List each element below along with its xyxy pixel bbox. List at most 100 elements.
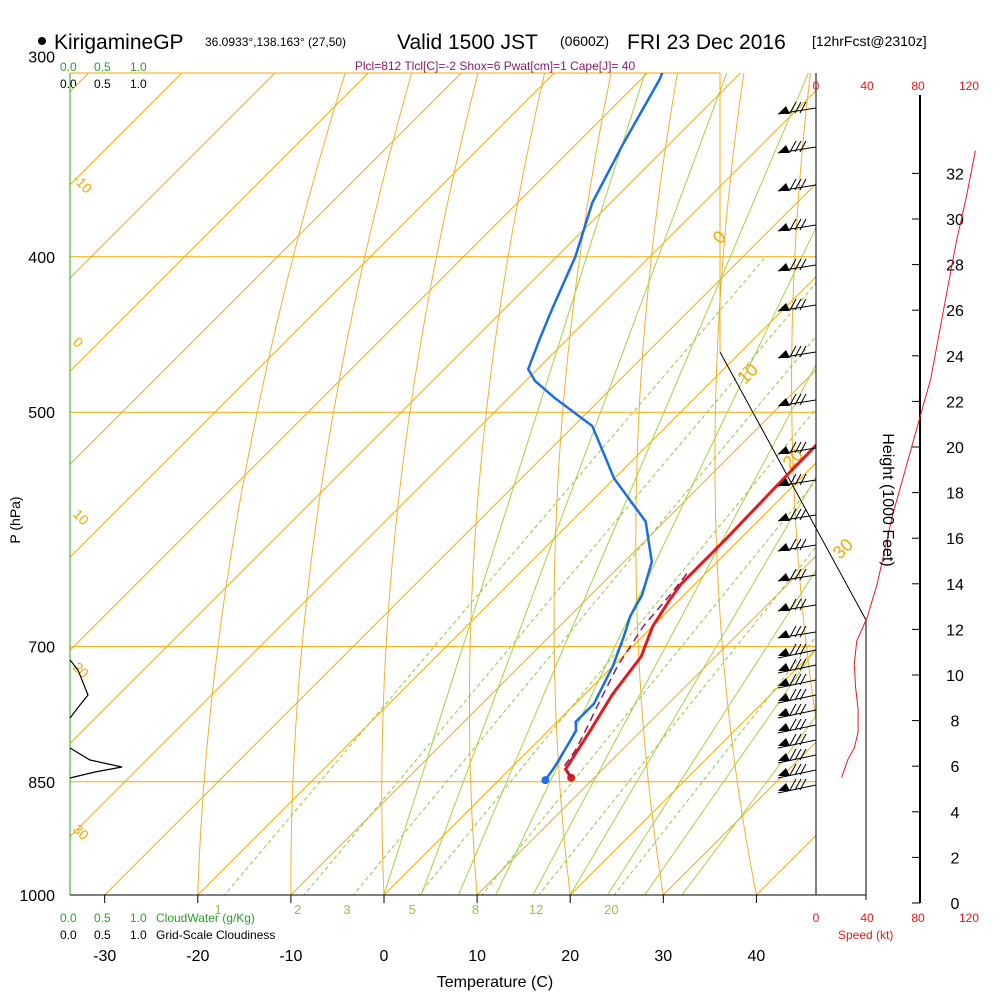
barb-feather	[794, 508, 802, 521]
mixing-ratio-label: 1	[215, 902, 222, 917]
isotherm-label: 0	[709, 227, 730, 248]
height-tick-label: 26	[946, 303, 964, 320]
barb-flag	[778, 350, 790, 358]
barb-feather	[789, 778, 797, 791]
stability-indices: Plcl=812 Tlcl[C]=-2 Shox=6 Pwat[cm]=1 Ca…	[355, 59, 636, 73]
wind-barb	[777, 345, 817, 359]
isotherm-line	[104, 182, 816, 895]
wind-barb	[777, 568, 817, 582]
barb-feather	[799, 673, 807, 686]
barb-flag	[778, 783, 790, 791]
isotherm-line	[70, 73, 90, 93]
barb-feather	[794, 703, 802, 716]
wind-barb	[777, 778, 817, 794]
height-tick-label: 14	[946, 577, 964, 594]
cloud-tick: 0.0	[60, 928, 77, 942]
y-tick-label: 850	[28, 775, 55, 792]
moist-adiabat	[644, 648, 816, 895]
barb-feather	[789, 538, 797, 551]
barb-feather	[799, 778, 807, 791]
barb-feather	[799, 218, 807, 231]
barb-feather	[794, 598, 802, 611]
barb-shaft	[777, 694, 817, 704]
isotherm-label: 10	[70, 506, 92, 528]
wind-barb	[777, 538, 817, 552]
height-tick-label: 4	[951, 805, 960, 822]
wind-barb	[777, 703, 817, 719]
wind-barb	[777, 688, 817, 704]
cloud-tick: 1.0	[130, 928, 147, 942]
mixing-ratio-line	[613, 636, 816, 895]
cloudwater-scale-bottom: 0.0 0.5 1.0 CloudWater (g/Kg) 0.0 0.5 1.…	[60, 911, 275, 942]
barb-flag	[778, 738, 790, 746]
barb-feather	[794, 625, 802, 638]
wind-barb	[777, 473, 817, 487]
isotherm-line	[70, 73, 276, 279]
barb-flag	[778, 106, 790, 114]
cloud-tick: 0.5	[94, 77, 111, 91]
height-tick-label: 0	[951, 896, 960, 913]
isotherm-line	[383, 462, 816, 895]
wind-barb	[777, 178, 817, 192]
height-tick-label: 28	[946, 258, 964, 275]
cloudwater-label: CloudWater (g/Kg)	[156, 911, 255, 925]
x-tick-label: -20	[186, 948, 209, 965]
barb-feather	[799, 298, 807, 311]
y-axis-title: P (hPa)	[7, 496, 23, 543]
mixing-ratio-line	[481, 479, 816, 895]
x-tick-label: -10	[279, 948, 302, 965]
wind-barb	[777, 140, 817, 154]
wind-barb	[777, 625, 817, 639]
y-tick-label: 500	[28, 405, 55, 422]
wind-barb	[777, 748, 817, 764]
dry-adiabat	[635, 73, 679, 895]
axes: -30-20-100102030402503004005007008501000	[19, 49, 867, 965]
cloudiness-line	[69, 659, 89, 719]
barb-flag	[778, 398, 790, 406]
dry-adiabat	[469, 73, 546, 895]
barb-feather	[799, 258, 807, 271]
moist-adiabat	[420, 73, 728, 895]
barb-flag	[778, 543, 790, 551]
dry-adiabat	[381, 73, 479, 895]
cw-tick: 0.0	[60, 60, 77, 74]
station-coords: 36.0933°,138.163° (27,50)	[205, 35, 346, 49]
dry-adiabat	[553, 73, 612, 895]
isotherm-label: -10	[70, 171, 96, 197]
barb-feather	[789, 101, 797, 114]
barb-feather	[799, 625, 807, 638]
barb-feather	[789, 140, 797, 153]
barb-flag	[778, 678, 790, 686]
tropopause-boundary	[719, 351, 867, 900]
wind-barb	[777, 718, 817, 734]
wind-barb	[777, 763, 817, 779]
barb-feather	[789, 748, 797, 761]
barb-flag	[778, 648, 790, 656]
barb-feather	[794, 101, 802, 114]
x-axis-title: Temperature (C)	[437, 974, 553, 991]
height-tick-label: 6	[951, 759, 960, 776]
barb-feather	[794, 718, 802, 731]
barb-feather	[794, 748, 802, 761]
barb-shaft	[777, 679, 817, 689]
x-tick-label: 10	[468, 948, 486, 965]
speed-tick-label-bottom: 80	[911, 911, 925, 925]
isotherm-line	[476, 555, 816, 895]
moist-adiabat	[681, 715, 816, 895]
barb-flag	[778, 303, 790, 311]
barb-feather	[789, 568, 797, 581]
wind-barb	[777, 393, 817, 407]
barb-feather	[789, 393, 797, 406]
barb-feather	[799, 658, 807, 671]
cloudiness-line	[69, 747, 123, 779]
surface-point-dewpoint	[541, 776, 550, 785]
barb-feather	[799, 733, 807, 746]
barb-flag	[778, 693, 790, 701]
isotherm-line	[70, 73, 556, 559]
moist-adiabat	[457, 73, 809, 895]
wind-barb	[777, 733, 817, 749]
isotherm-line	[850, 0, 1000, 895]
barb-feather	[799, 643, 807, 656]
